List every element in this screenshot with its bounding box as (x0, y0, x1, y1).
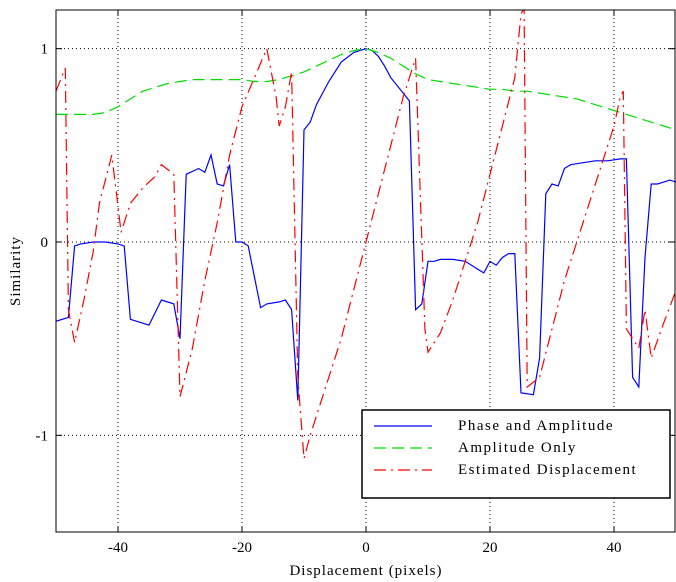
axis-ticks: -40 -20 0 20 40 -1 0 1 (36, 10, 675, 556)
y-tick-label: 1 (41, 42, 49, 58)
x-tick-label: -40 (108, 540, 128, 556)
x-tick-label: 0 (362, 540, 370, 556)
y-tick-label: 0 (41, 235, 49, 251)
legend-label: Estimated Displacement (458, 462, 637, 478)
series-line-phase-and-amplitude (56, 48, 676, 401)
y-tick-label: -1 (36, 428, 49, 444)
y-axis-label: Similarity (8, 236, 24, 306)
series-layer (56, 10, 676, 459)
series-line-amplitude-only (56, 48, 676, 131)
legend-box (361, 409, 671, 499)
x-tick-label: -20 (232, 540, 252, 556)
legend-label: Amplitude Only (458, 440, 577, 456)
x-tick-label: 20 (483, 540, 498, 556)
legend: Phase and Amplitude Amplitude Only Estimat… (361, 409, 671, 499)
x-tick-label: 40 (607, 540, 622, 556)
x-axis-label: Displacement (pixels) (289, 563, 442, 579)
legend-label: Phase and Amplitude (458, 418, 614, 434)
series-line-estimated-displacement (56, 10, 676, 459)
